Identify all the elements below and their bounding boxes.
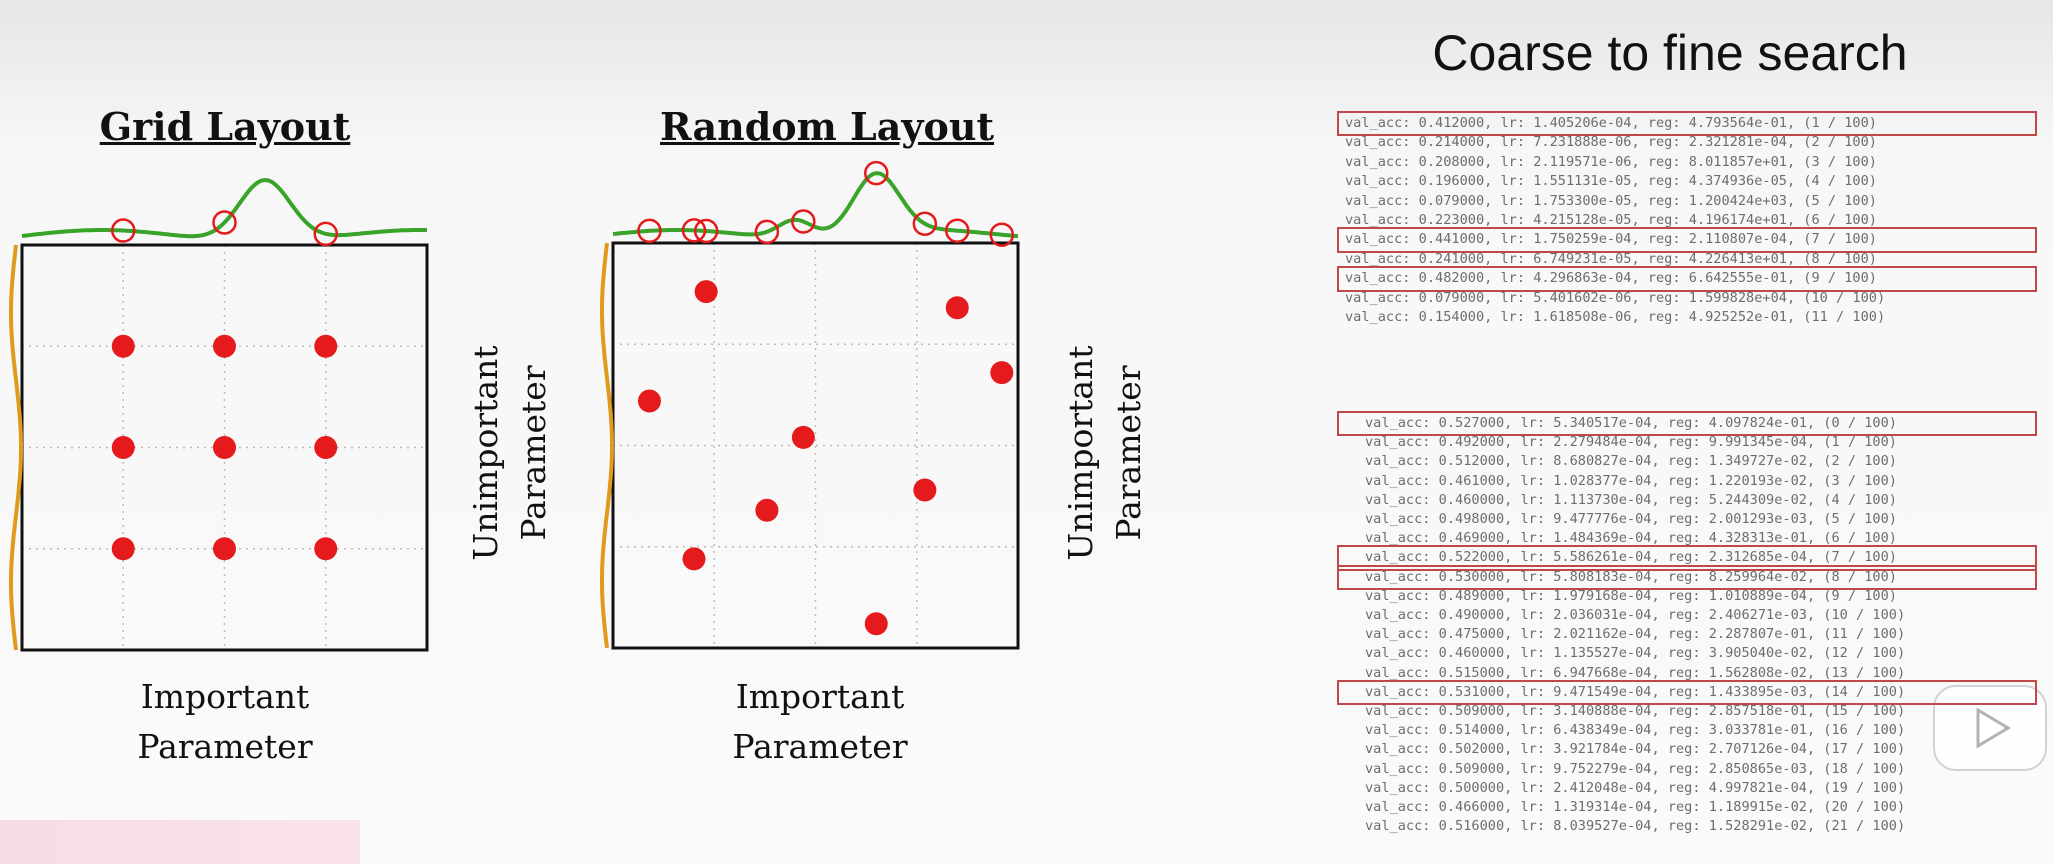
log-line: val_acc: 0.514000, lr: 6.438349e-04, reg… — [1365, 722, 1906, 739]
log-line: val_acc: 0.492000, lr: 2.279484e-04, reg… — [1365, 434, 1897, 451]
grid-xlabel-line2: Parameter — [137, 727, 313, 766]
projection-marker — [791, 209, 816, 234]
log-line: val_acc: 0.241000, lr: 6.749231e-05, reg… — [1345, 250, 1877, 267]
log-line: val_acc: 0.441000, lr: 1.750259e-04, reg… — [1345, 231, 1877, 248]
log-line: val_acc: 0.214000, lr: 7.231888e-06, reg… — [1345, 134, 1877, 151]
unimportant-parameter-curve — [600, 242, 614, 649]
log-line: val_acc: 0.482000, lr: 4.296863e-04, reg… — [1345, 270, 1877, 287]
random-xlabel: Important Parameter — [705, 672, 935, 772]
log-line: val_acc: 0.530000, lr: 5.808183e-04, reg… — [1365, 568, 1897, 585]
log-line: val_acc: 0.512000, lr: 8.680827e-04, reg… — [1365, 453, 1897, 470]
grid-ylabel-line2: Parameter — [514, 365, 553, 541]
sample-point — [755, 498, 779, 522]
log-line: val_acc: 0.460000, lr: 1.135527e-04, reg… — [1365, 645, 1906, 662]
sample-point — [913, 478, 937, 502]
projection-marker — [111, 218, 136, 243]
decorative-strip — [0, 820, 360, 864]
log-line: val_acc: 0.475000, lr: 2.021162e-04, reg… — [1365, 626, 1906, 643]
random-xlabel-line1: Important — [735, 677, 905, 716]
log-line: val_acc: 0.469000, lr: 1.484369e-04, reg… — [1365, 530, 1897, 547]
random-ylabel-line1: Unimportant — [1061, 345, 1100, 561]
projection-marker — [693, 218, 719, 244]
projection-marker — [212, 210, 237, 235]
random-xlabel-line2: Parameter — [732, 727, 908, 766]
projection-marker — [313, 221, 338, 247]
log-line: val_acc: 0.500000, lr: 2.412048e-04, reg… — [1365, 779, 1906, 796]
grid-ylabel-line1: Unimportant — [466, 345, 505, 561]
log-line: val_acc: 0.460000, lr: 1.113730e-04, reg… — [1365, 491, 1897, 508]
highlight-box — [1337, 545, 2037, 571]
log-line: val_acc: 0.461000, lr: 1.028377e-04, reg… — [1365, 472, 1897, 489]
sample-point — [111, 334, 135, 358]
sample-point — [111, 436, 135, 459]
log-line: val_acc: 0.489000, lr: 1.979168e-04, reg… — [1365, 587, 1897, 604]
log-line: val_acc: 0.466000, lr: 1.319314e-04, reg… — [1365, 799, 1906, 816]
section-title: Coarse to fine search — [1432, 25, 1908, 81]
random-layout-plot — [600, 160, 1020, 650]
projection-marker — [681, 218, 707, 243]
highlight-box — [1337, 679, 2037, 705]
sample-point — [213, 436, 236, 459]
log-line: val_acc: 0.531000, lr: 9.471549e-04, reg… — [1365, 683, 1906, 700]
random-layout-title: Random Layout — [660, 104, 995, 149]
log-line: val_acc: 0.509000, lr: 3.140888e-04, reg… — [1365, 703, 1906, 720]
highlight-box — [1337, 227, 2037, 253]
sample-point — [314, 436, 338, 459]
sample-point — [213, 537, 236, 561]
play-icon[interactable] — [1930, 678, 2052, 778]
projection-marker — [864, 160, 889, 186]
important-parameter-curve — [612, 171, 1019, 239]
highlight-box — [1337, 111, 2037, 137]
log-line: val_acc: 0.515000, lr: 6.947668e-04, reg… — [1365, 664, 1906, 681]
grid-xlabel: Important Parameter — [110, 672, 340, 772]
log-line: val_acc: 0.522000, lr: 5.586261e-04, reg… — [1365, 549, 1897, 566]
highlight-box — [1337, 411, 2037, 437]
log-line: val_acc: 0.223000, lr: 4.215128e-05, reg… — [1345, 212, 1877, 229]
log-line: val_acc: 0.154000, lr: 1.618508e-06, reg… — [1345, 309, 1886, 326]
sample-point — [945, 296, 969, 320]
log-line: val_acc: 0.079000, lr: 5.401602e-06, reg… — [1345, 289, 1886, 306]
sample-point — [314, 334, 338, 358]
log-line: val_acc: 0.079000, lr: 1.753300e-05, reg… — [1345, 192, 1877, 209]
unimportant-parameter-curve — [9, 244, 23, 651]
sample-point — [791, 425, 815, 449]
sample-point — [637, 389, 661, 413]
sample-point — [314, 537, 338, 561]
important-parameter-curve — [21, 177, 428, 239]
fine-search-log: val_acc: 0.527000, lr: 5.340517e-04, reg… — [1365, 414, 1905, 836]
sample-point — [694, 280, 718, 304]
highlight-box — [1337, 564, 2037, 590]
grid-ylabel: Unimportant Parameter — [462, 338, 558, 568]
random-ylabel: Unimportant Parameter — [1057, 338, 1153, 568]
grid-layout-plot — [9, 177, 429, 652]
log-line: val_acc: 0.527000, lr: 5.340517e-04, reg… — [1365, 415, 1897, 431]
sample-point — [990, 361, 1014, 385]
log-line: val_acc: 0.196000, lr: 1.551131e-05, reg… — [1345, 173, 1877, 190]
projection-marker — [945, 218, 970, 243]
random-ylabel-line2: Parameter — [1109, 365, 1148, 541]
sample-point — [682, 547, 706, 571]
projection-marker — [754, 219, 780, 245]
projection-marker — [637, 218, 662, 244]
log-line: val_acc: 0.412000, lr: 1.405206e-04, reg… — [1345, 115, 1877, 131]
sample-point — [213, 334, 236, 358]
log-line: val_acc: 0.498000, lr: 9.477776e-04, reg… — [1365, 511, 1897, 528]
log-line: val_acc: 0.502000, lr: 3.921784e-04, reg… — [1365, 741, 1906, 758]
log-line: val_acc: 0.490000, lr: 2.036031e-04, reg… — [1365, 607, 1906, 624]
log-line: val_acc: 0.516000, lr: 8.039527e-04, reg… — [1365, 818, 1906, 835]
grid-xlabel-line1: Important — [140, 677, 310, 716]
projection-marker — [912, 211, 938, 236]
log-line: val_acc: 0.208000, lr: 2.119571e-06, reg… — [1345, 153, 1877, 170]
projection-marker — [989, 222, 1015, 247]
sample-point — [111, 537, 135, 561]
sample-point — [864, 612, 888, 636]
grid-layout-title: Grid Layout — [99, 104, 351, 149]
coarse-search-log: val_acc: 0.412000, lr: 1.405206e-04, reg… — [1345, 114, 1885, 327]
highlight-box — [1337, 266, 2037, 292]
log-line: val_acc: 0.509000, lr: 9.752279e-04, reg… — [1365, 760, 1906, 777]
